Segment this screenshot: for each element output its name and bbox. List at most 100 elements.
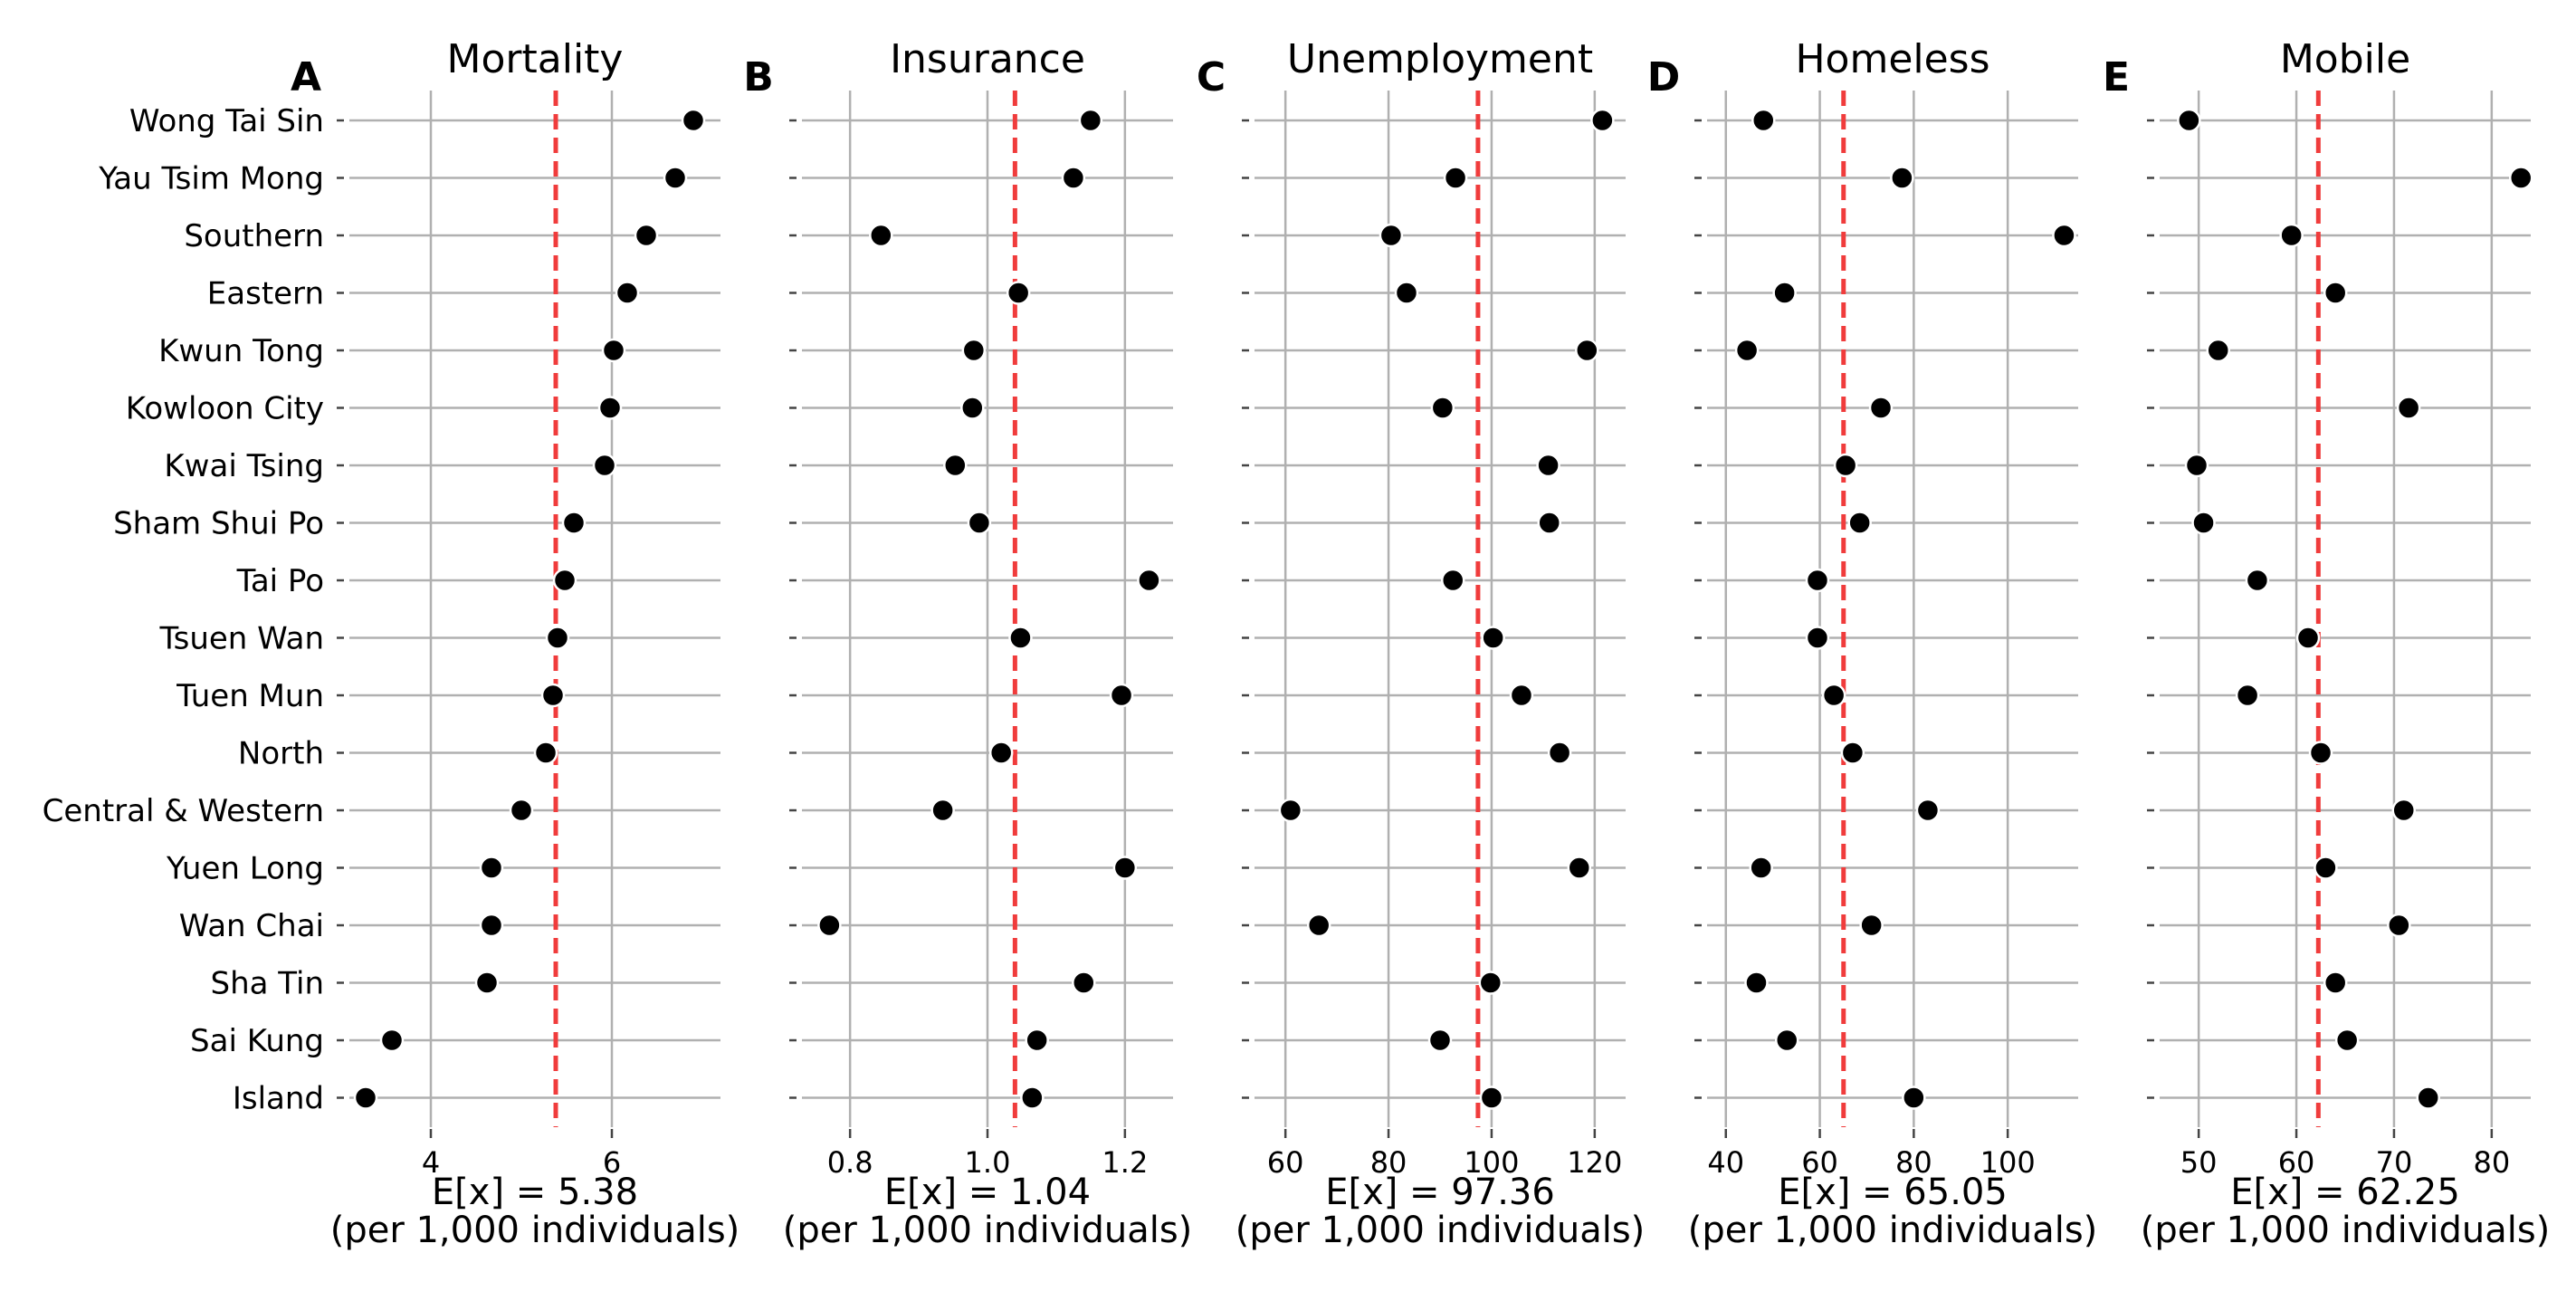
data-point-tuen-mun [1509,683,1534,708]
data-point-yau-tsim-mong [1890,166,1914,190]
x-tick-label: 120 [1567,1145,1622,1180]
unit-label: (per 1,000 individuals) [1688,1210,2098,1251]
data-point-kwun-tong [961,338,987,363]
data-point-sai-kung [1025,1028,1049,1053]
data-point-southern [634,223,659,248]
data-point-yau-tsim-mong [663,166,688,190]
data-point-eastern [1772,281,1797,305]
data-point-island [353,1086,378,1110]
data-point-north [1840,741,1865,765]
district-label: Tuen Mun [176,678,324,714]
x-tick-label: 6 [603,1145,621,1180]
data-point-yuen-long [1567,856,1591,880]
data-point-central-western [509,798,534,823]
district-label: Southern [184,218,324,254]
x-tick-label: 80 [2473,1145,2510,1180]
panel-mobile: 50 60 70 80 Mobile E E[x] = 62.25(per 1,000 in… [2103,36,2550,1251]
data-point-sham-shui-po [1847,511,1872,535]
data-point-southern [869,223,893,248]
district-label: Kwai Tsing [164,448,324,484]
panel-title: Homeless [1795,36,1989,82]
data-point-tsuen-wan [1481,626,1505,650]
mean-label: E[x] = 65.05 [1778,1172,2008,1213]
panel-title: Mobile [2280,36,2410,82]
data-point-yuen-long [1749,856,1773,880]
data-point-sha-tin [1072,971,1096,995]
data-point-sham-shui-po [1537,511,1561,535]
data-point-southern [1379,223,1404,248]
district-label: Sha Tin [211,966,325,1002]
district-label: Central & Western [43,793,324,829]
x-tick-label: 50 [2180,1145,2218,1180]
data-point-yuen-long [1112,856,1138,880]
data-point-central-western [1278,798,1303,823]
data-point-tai-po [2245,568,2270,593]
panel-label: A [291,54,321,100]
data-point-kowloon-city [1868,396,1894,420]
district-labels: Wong Tai Sin Yau Tsim Mong Southern Eastern… [43,103,324,1117]
data-point-sai-kung [379,1028,405,1053]
data-point-eastern [1006,281,1031,305]
x-tick-label: 100 [1980,1145,2036,1180]
panel-insurance: 0.8 1.0 1.2 Insurance B E[x] = 1.04(per 1,000… [743,36,1192,1251]
data-point-wong-tai-sin [681,108,706,133]
district-label: Wan Chai [179,908,324,944]
data-point-wong-tai-sin [1590,108,1615,133]
data-point-island [1902,1086,1926,1110]
panel-label: D [1647,54,1681,100]
mean-label: E[x] = 62.25 [2230,1172,2460,1213]
data-point-kwun-tong [1575,338,1599,363]
data-point-wan-chai [2387,913,2411,938]
data-point-sha-tin [1478,971,1503,995]
data-point-sai-kung [1427,1028,1453,1053]
x-tick-label: 70 [2376,1145,2413,1180]
x-tick-label: 60 [1801,1145,1838,1180]
data-point-eastern [2323,281,2348,305]
x-tick-label: 60 [1267,1145,1304,1180]
panel-homeless: 40 60 80 100 Homeless D E[x] = 65.05(per 1,000… [1647,36,2098,1251]
data-point-tai-po [1440,568,1465,593]
data-point-eastern [1394,281,1419,305]
data-point-wan-chai [817,913,842,938]
mean-label: E[x] = 5.38 [432,1172,638,1213]
data-point-kowloon-city [1430,396,1455,420]
district-label: Kwun Tong [158,333,324,369]
district-label: Yuen Long [166,851,324,887]
data-point-island [1479,1086,1504,1110]
data-point-wan-chai [1859,913,1884,938]
data-point-eastern [615,281,640,305]
data-point-sham-shui-po [967,511,992,535]
data-point-central-western [930,798,955,823]
panel-title: Mortality [447,36,624,82]
district-label: Sai Kung [190,1023,324,1059]
district-label: Tsuen Wan [158,621,324,657]
unit-label: (per 1,000 individuals) [330,1210,740,1251]
data-point-yau-tsim-mong [1443,166,1468,190]
data-point-kwai-tsing [1536,453,1560,478]
data-point-sai-kung [1774,1028,1799,1053]
data-point-island [2416,1086,2440,1110]
data-point-tsuen-wan [1008,626,1033,650]
data-point-tuen-mun [1821,683,1846,708]
data-point-kwai-tsing [943,453,968,478]
data-point-tai-po [1805,568,1830,593]
data-point-tsuen-wan [2295,626,2321,650]
data-point-wong-tai-sin [1078,108,1103,133]
data-point-tsuen-wan [545,626,570,650]
district-label: Sham Shui Po [113,506,324,542]
x-tick-label: 60 [2278,1145,2315,1180]
data-point-central-western [1915,798,1941,823]
data-point-kowloon-city [597,396,623,420]
data-point-central-western [2391,798,2416,823]
data-point-yuen-long [2314,856,2338,880]
unit-label: (per 1,000 individuals) [783,1210,1193,1251]
x-tick-label: 4 [422,1145,440,1180]
x-tick-label: 1.2 [1102,1145,1148,1180]
mean-label: E[x] = 97.36 [1325,1172,1555,1213]
data-point-kwun-tong [1734,338,1760,363]
data-point-yau-tsim-mong [1061,166,1086,190]
data-point-kwun-tong [2206,338,2230,363]
x-tick-label: 0.8 [827,1145,873,1180]
data-point-kwun-tong [601,338,626,363]
